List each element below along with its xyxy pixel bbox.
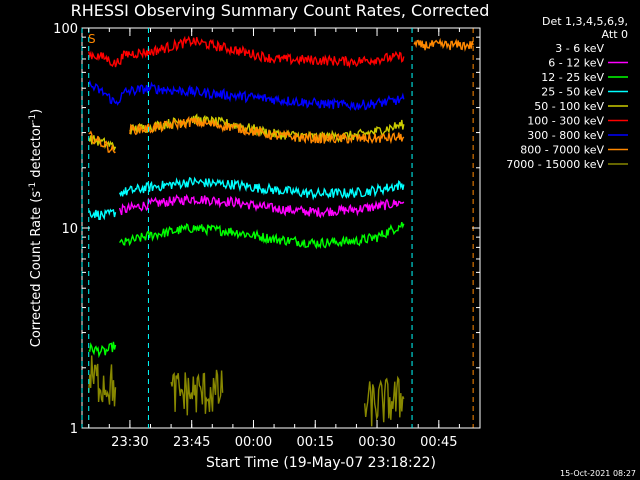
- x-tick-label: 23:30: [111, 435, 148, 450]
- y-label-part1: Corrected Count Rate (s: [29, 191, 44, 348]
- legend-label: 6 - 12 keV: [548, 57, 604, 70]
- legend-label: 800 - 7000 keV: [520, 144, 604, 157]
- series-line: [88, 341, 117, 359]
- y-label-sup2: -1: [28, 114, 38, 123]
- series-7000-15000keV: [88, 355, 405, 427]
- legend-label: 100 - 300 keV: [527, 115, 604, 128]
- legend-label: 12 - 25 keV: [541, 71, 604, 84]
- series-line: [88, 79, 405, 111]
- series-line: [88, 355, 117, 407]
- series-line: [88, 35, 405, 69]
- x-tick-label: 00:15: [297, 435, 334, 450]
- series-300-800keV: [88, 79, 405, 111]
- y-axis-label: Corrected Count Rate (s-1 detector-1): [28, 109, 44, 347]
- series-line: [119, 222, 405, 250]
- legend: Det 1,3,4,5,6,9, Att 0 3 - 6 keV 6 - 12 k…: [506, 15, 628, 171]
- render-timestamp: 15-Oct-2021 08:27: [560, 469, 636, 478]
- annotation-s: S: [88, 32, 96, 46]
- series-line: [118, 193, 405, 219]
- series-line: [364, 375, 405, 427]
- x-tick-label: 00:45: [420, 435, 457, 450]
- legend-header-line1: Det 1,3,4,5,6,9,: [542, 15, 628, 28]
- x-tick-label: 00:30: [358, 435, 395, 450]
- series-line: [170, 369, 224, 416]
- series-line: [413, 37, 474, 52]
- y-label-part2: detector: [29, 122, 44, 182]
- series-12-25keV: [88, 222, 405, 359]
- series-3-6keV: [118, 249, 405, 303]
- series-100-300keV: [88, 35, 405, 69]
- series-line: [88, 208, 117, 221]
- series-line: [118, 176, 405, 201]
- y-tick-label: 10: [61, 222, 78, 237]
- tick-layer: 1 10 100 23:30 23:45 00:00 00:15 00:30 00:45: [53, 22, 480, 450]
- series-800-7000keV: [88, 37, 474, 154]
- y-label-part3: ): [29, 109, 44, 114]
- series-6-12keV: [118, 193, 405, 219]
- series-layer: [88, 35, 474, 427]
- x-tick-label: 23:45: [173, 435, 210, 450]
- series-25-50keV: [88, 176, 405, 221]
- y-tick-label: 100: [53, 22, 78, 37]
- legend-label: 50 - 100 keV: [534, 100, 604, 113]
- series-line: [118, 249, 405, 303]
- x-axis-label: Start Time (19-May-07 23:18:22): [206, 455, 436, 471]
- series-line: [88, 130, 116, 154]
- legend-label: 7000 - 15000 keV: [506, 158, 604, 171]
- series-line: [88, 135, 117, 152]
- legend-label: 3 - 6 keV: [555, 42, 604, 55]
- x-tick-label: 00:00: [235, 435, 272, 450]
- legend-header-line2: Att 0: [602, 28, 628, 41]
- series-line: [129, 115, 405, 145]
- chart-title: RHESSI Observing Summary Count Rates, Co…: [71, 1, 490, 20]
- legend-label: 25 - 50 keV: [541, 86, 604, 99]
- legend-label: 300 - 800 keV: [527, 129, 604, 142]
- y-tick-label: 1: [70, 422, 78, 437]
- y-label-sup1: -1: [28, 182, 38, 191]
